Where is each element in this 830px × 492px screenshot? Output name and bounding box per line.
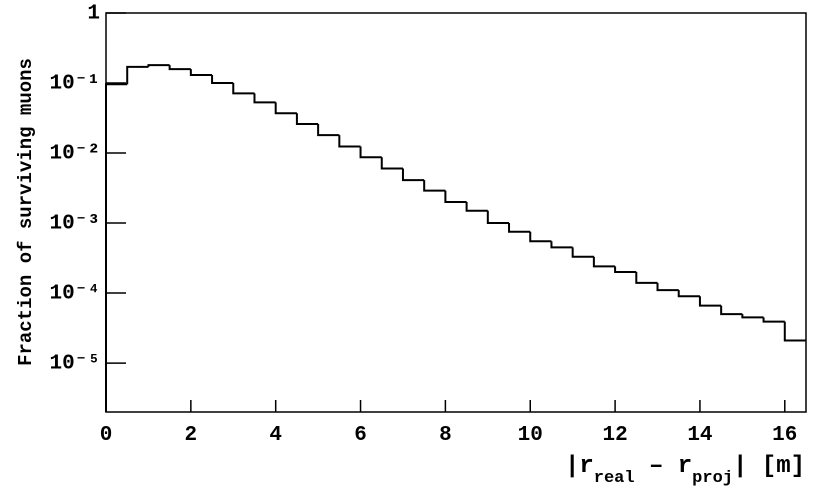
histogram-bin bbox=[126, 65, 149, 85]
histogram-bin bbox=[656, 282, 679, 292]
x-axis-label-part: – r bbox=[635, 453, 693, 480]
x-tick-label: 6 bbox=[354, 424, 367, 447]
histogram-bin bbox=[253, 93, 276, 104]
histogram-bin bbox=[423, 180, 446, 192]
histogram-bin bbox=[741, 314, 764, 319]
x-axis-label-part: | [m] bbox=[733, 453, 805, 480]
histogram-bin bbox=[550, 241, 573, 249]
histogram-bin bbox=[274, 102, 297, 115]
x-tick-label: 2 bbox=[185, 424, 198, 447]
histogram-bin bbox=[486, 210, 510, 225]
histogram-bin bbox=[529, 231, 552, 243]
histogram-bin bbox=[720, 305, 743, 316]
x-tick-label: 14 bbox=[687, 424, 712, 447]
histogram-bin bbox=[401, 168, 425, 182]
histogram-bin bbox=[592, 256, 616, 268]
histogram-bin bbox=[211, 75, 234, 85]
histogram-bin bbox=[677, 290, 700, 298]
histogram-bin bbox=[698, 296, 722, 307]
y-tick-label: 10⁻⁵ bbox=[50, 353, 100, 376]
histogram-bin bbox=[147, 64, 170, 67]
histogram-bin bbox=[317, 123, 340, 137]
histogram-bin bbox=[635, 271, 658, 284]
x-tick-label: 12 bbox=[602, 424, 627, 447]
histogram-bin bbox=[465, 201, 488, 212]
histogram-bin bbox=[189, 69, 213, 77]
histogram-bin bbox=[508, 223, 531, 233]
x-tick-label: 4 bbox=[269, 424, 282, 447]
y-tick-label: 10⁻⁴ bbox=[50, 283, 100, 306]
x-axis-label-part: real bbox=[594, 469, 635, 488]
histogram-bin bbox=[783, 321, 806, 342]
x-tick-label: 16 bbox=[772, 424, 797, 447]
y-tick-label: 10⁻³ bbox=[50, 213, 100, 236]
x-axis-label: |rreal – rproj| [m] bbox=[565, 453, 805, 488]
histogram-bin bbox=[359, 146, 382, 159]
y-tick-label: 10⁻² bbox=[50, 143, 100, 166]
x-tick-label: 0 bbox=[100, 424, 113, 447]
histogram-bin bbox=[338, 135, 361, 148]
y-axis-label: Fraction of surviving muons bbox=[15, 58, 37, 366]
plot-frame bbox=[105, 12, 807, 413]
x-tick-label: 8 bbox=[439, 424, 452, 447]
histogram-bin bbox=[295, 113, 319, 125]
histogram-bin bbox=[762, 317, 785, 323]
histogram-bin bbox=[444, 190, 467, 203]
x-axis-label-part: proj bbox=[692, 469, 733, 488]
histogram-bin bbox=[168, 65, 191, 71]
x-axis-label-part: |r bbox=[565, 453, 594, 480]
histogram-bin bbox=[571, 247, 594, 258]
y-tick-label: 10⁻¹ bbox=[50, 73, 100, 96]
histogram-bin bbox=[232, 83, 255, 95]
histogram-bin bbox=[614, 266, 637, 273]
histogram-bin bbox=[105, 83, 128, 412]
x-tick-label: 10 bbox=[518, 424, 543, 447]
histogram-bin bbox=[380, 157, 403, 170]
y-tick-label: 1 bbox=[87, 3, 100, 26]
